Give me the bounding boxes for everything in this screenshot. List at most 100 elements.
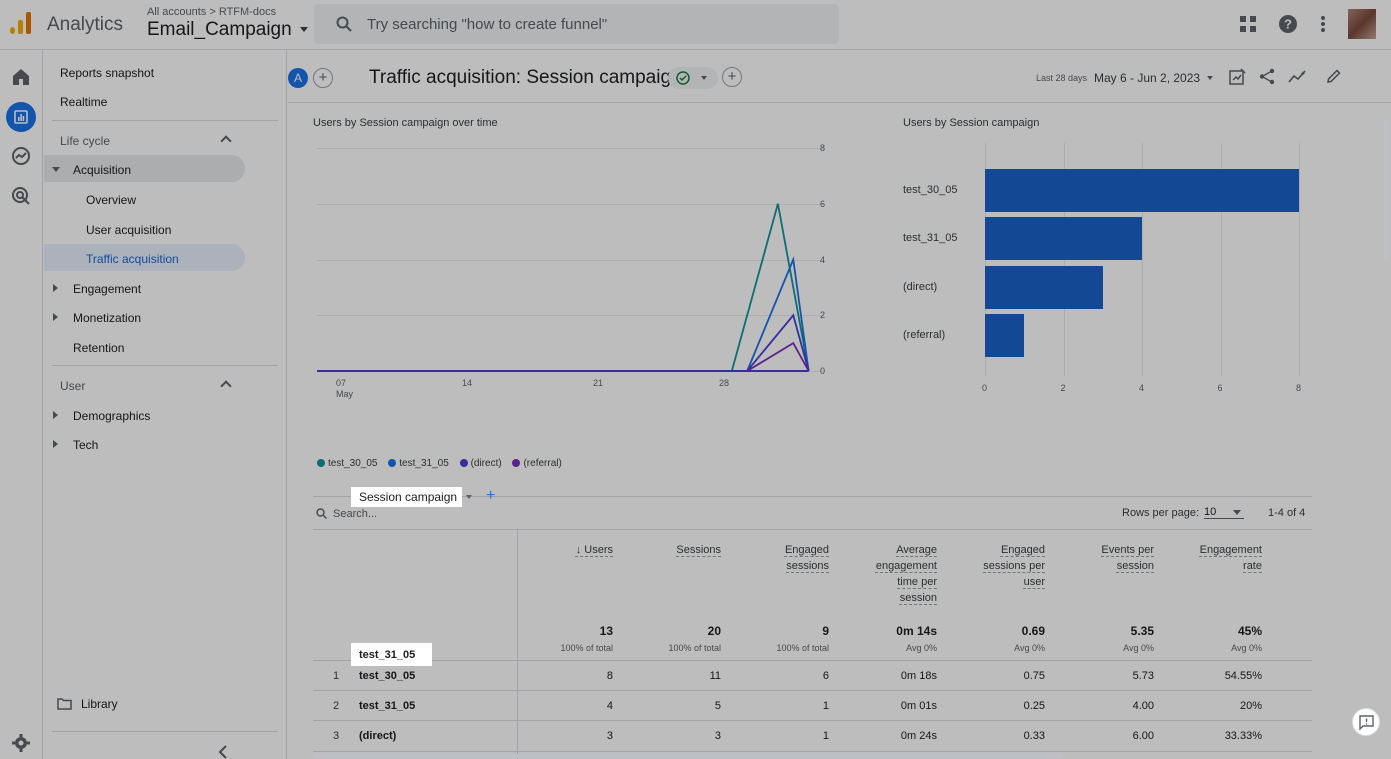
reports-icon[interactable] <box>6 102 36 132</box>
vertical-scrollbar[interactable] <box>1384 120 1389 260</box>
y-tick-label: 8 <box>820 143 826 153</box>
table-cell: 54.55% <box>1224 670 1262 682</box>
column-header[interactable]: Average engagement time per session <box>875 544 937 604</box>
series-line-test_30_05[interactable] <box>317 203 810 372</box>
gridline <box>317 148 824 149</box>
collapse-chevron-icon[interactable] <box>218 745 228 759</box>
help-icon[interactable]: ? <box>1278 14 1298 34</box>
section-lifecycle[interactable]: Life cycle <box>60 134 111 148</box>
total-value: 20 <box>707 624 721 638</box>
x-tick-label: 07 <box>336 378 347 388</box>
account-avatar[interactable] <box>1348 9 1376 39</box>
nav-realtime[interactable]: Realtime <box>60 95 108 109</box>
account-breadcrumb[interactable]: All accounts > RTFM-docs <box>147 6 277 18</box>
add-dimension-button[interactable]: + <box>486 487 496 504</box>
advertising-icon[interactable] <box>10 185 32 207</box>
bar-category-label: (direct) <box>903 281 938 293</box>
column-separator <box>517 528 518 759</box>
nav-monetization[interactable]: Monetization <box>73 311 142 325</box>
column-header[interactable]: ↓ Users <box>575 544 613 556</box>
row-index: 1 <box>333 670 340 682</box>
column-header[interactable]: Events per session <box>1101 544 1154 572</box>
legend-item[interactable]: test_30_05 <box>317 458 378 469</box>
nav-retention[interactable]: Retention <box>73 341 125 355</box>
nav-overview[interactable]: Overview <box>86 193 137 207</box>
y-tick-label: 0 <box>820 366 826 376</box>
nav-user-acquisition[interactable]: User acquisition <box>86 223 172 237</box>
column-header[interactable]: Sessions <box>676 544 721 556</box>
share-icon[interactable] <box>1259 68 1276 85</box>
bar[interactable] <box>985 266 1103 309</box>
bar-category-label: test_31_05 <box>903 232 958 244</box>
customize-report-icon[interactable] <box>1229 68 1246 85</box>
table-cell: 8 <box>606 670 613 682</box>
table-row[interactable]: 3 (direct) 3 3 1 0m 24s 0.33 6.00 33.33% <box>313 720 1312 750</box>
feedback-button[interactable] <box>1352 708 1380 736</box>
comparison-badge[interactable]: A <box>288 68 308 88</box>
dimension-selector[interactable]: Session campaign <box>351 487 462 507</box>
table-cell: 0m 01s <box>900 700 937 712</box>
home-icon[interactable] <box>10 66 32 88</box>
table-search-input[interactable]: Search... <box>333 508 378 520</box>
page-title: Traffic acquisition: Session campaign <box>369 67 682 88</box>
highlighted-row-label[interactable]: test_31_05 <box>351 643 432 666</box>
table-row[interactable]: 1 test_30_05 8 11 6 0m 18s 0.75 5.73 54.55% <box>313 660 1312 690</box>
expand-caret-icon[interactable] <box>53 440 58 448</box>
apps-grid-icon[interactable] <box>1238 14 1258 34</box>
column-header[interactable]: Engagement rate <box>1199 544 1262 572</box>
chevron-down-icon[interactable] <box>466 495 472 499</box>
pagination-label: 1-4 of 4 <box>1268 507 1306 519</box>
bar[interactable] <box>985 314 1025 357</box>
report-status-pill[interactable] <box>668 67 718 89</box>
x-tick-label: 14 <box>462 378 473 388</box>
expand-caret-icon[interactable] <box>53 313 58 321</box>
table-row[interactable]: 2 test_31_05 4 5 1 0m 01s 0.25 4.00 20% <box>313 690 1312 720</box>
date-preset-label: Last 28 days <box>1036 73 1088 83</box>
table-cell: 33.33% <box>1224 730 1262 742</box>
expand-caret-icon[interactable] <box>53 411 58 419</box>
settings-gear-icon[interactable] <box>10 732 32 754</box>
series-line-test_31_05[interactable] <box>317 256 810 372</box>
insights-icon[interactable]: ✦ <box>1288 68 1307 85</box>
horizontal-scrollbar[interactable] <box>313 754 1063 758</box>
column-header[interactable]: Engaged sessions <box>784 544 829 572</box>
nav-acquisition[interactable]: Acquisition <box>73 163 132 177</box>
chevron-up-icon[interactable] <box>220 380 232 392</box>
search-bar[interactable]: Try searching "how to create funnel" <box>314 4 839 44</box>
explore-icon[interactable] <box>10 145 32 167</box>
column-header[interactable]: Engaged sessions per user <box>983 544 1045 588</box>
date-range-selector[interactable]: May 6 - Jun 2, 2023 <box>1094 71 1214 85</box>
report-card: Users by Session campaign over time 0 2 4 6… <box>288 103 1336 759</box>
table-cell: 4.00 <box>1132 700 1154 712</box>
rows-per-page-select[interactable]: 10 <box>1204 506 1244 519</box>
edit-pencil-icon[interactable] <box>1326 68 1342 84</box>
x-tick-label: 28 <box>719 378 730 388</box>
bar[interactable] <box>985 169 1299 212</box>
chevron-up-icon[interactable] <box>220 135 232 147</box>
legend-item[interactable]: (direct) <box>459 458 502 469</box>
nav-demographics[interactable]: Demographics <box>73 409 151 423</box>
legend-item[interactable]: test_31_05 <box>388 458 449 469</box>
nav-reports-snapshot[interactable]: Reports snapshot <box>60 66 155 80</box>
nav-library[interactable]: Library <box>81 697 118 711</box>
expand-caret-icon[interactable] <box>52 167 60 172</box>
add-filter-button[interactable]: + <box>722 67 742 87</box>
reports-nav: Reports snapshot Realtime Life cycle Acq… <box>44 50 287 759</box>
property-selector[interactable]: Email_Campaign <box>147 19 308 41</box>
expand-caret-icon[interactable] <box>53 284 58 292</box>
legend-item[interactable]: (referral) <box>512 458 562 469</box>
table-cell: 3 <box>714 730 721 742</box>
nav-tech[interactable]: Tech <box>73 438 99 452</box>
y-tick-label: 2 <box>820 310 826 321</box>
section-user[interactable]: User <box>60 379 86 393</box>
more-vert-icon[interactable] <box>1313 14 1333 34</box>
total-value: 45% <box>1237 624 1262 638</box>
search-placeholder: Try searching "how to create funnel" <box>367 16 608 33</box>
table-row[interactable]: 4(referral)1110m 03s1.006.00100% <box>313 751 1312 759</box>
nav-engagement[interactable]: Engagement <box>73 282 142 296</box>
bar[interactable] <box>985 217 1142 260</box>
add-comparison-button[interactable]: + <box>313 68 333 88</box>
analytics-logo-icon[interactable] <box>10 12 32 34</box>
table-cell: 5 <box>714 700 721 712</box>
nav-traffic-acquisition[interactable]: Traffic acquisition <box>86 252 179 266</box>
